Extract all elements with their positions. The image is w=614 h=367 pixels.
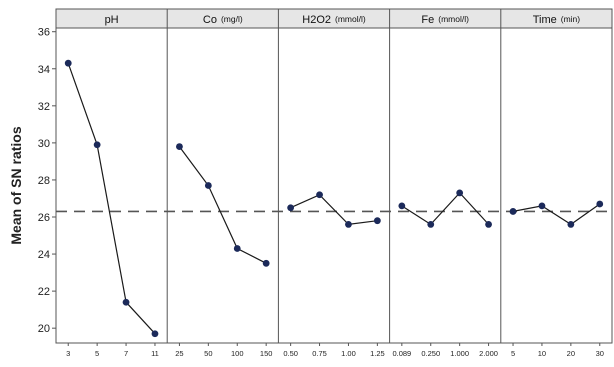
data-point-4-1 (538, 202, 546, 210)
x-tick-label-2-3: 1.25 (370, 349, 385, 358)
y-axis-label: Mean of SN ratios (8, 126, 24, 244)
x-tick-label-1-3: 150 (260, 349, 273, 358)
data-point-0-3 (151, 330, 159, 338)
x-tick-label-3-2: 1.000 (450, 349, 469, 358)
header-bar (56, 9, 612, 28)
y-tick-label-1: 22 (38, 286, 50, 298)
series-line-3 (401, 192, 490, 226)
data-point-3-3 (485, 221, 492, 228)
x-tick-label-2-0: 0.50 (283, 349, 298, 358)
data-point-0-2 (122, 298, 130, 306)
plot-frame (55, 8, 613, 344)
x-tick-label-3-1: 0.250 (421, 349, 440, 358)
data-point-2-1 (316, 191, 323, 199)
panel-title-2: H2O2 (mmol/l) (302, 14, 366, 26)
x-tick-label-0-1: 5 (95, 349, 99, 358)
panel-title-0: pH (105, 14, 119, 26)
series-line-2 (290, 194, 378, 226)
data-point-2-2 (345, 221, 352, 228)
x-tick-label-0-3: 11 (151, 349, 159, 358)
data-point-4-0 (509, 208, 517, 215)
x-tick-label-0-2: 7 (124, 349, 128, 358)
data-point-0-1 (93, 141, 101, 149)
y-tick-label-6: 32 (38, 101, 50, 113)
x-tick-label-1-0: 25 (175, 349, 183, 358)
x-tick-label-2-2: 1.00 (341, 349, 356, 358)
data-point-3-2 (456, 189, 464, 197)
x-tick-label-1-1: 50 (204, 349, 212, 358)
x-tick-label-1-2: 100 (231, 349, 244, 358)
data-point-1-1 (204, 182, 212, 189)
data-point-3-0 (398, 202, 406, 210)
y-tick-label-2: 24 (38, 249, 50, 261)
y-tick-label-7: 34 (38, 64, 50, 76)
data-point-1-2 (233, 245, 241, 252)
x-tick-label-0-0: 3 (66, 349, 70, 358)
series-line-4 (512, 203, 601, 226)
y-tick-label-5: 30 (38, 138, 50, 150)
x-tick-label-4-2: 20 (567, 349, 575, 358)
panel-title-4: Time (min) (533, 14, 581, 26)
x-tick-label-4-3: 30 (596, 349, 604, 358)
x-tick-label-3-3: 2.000 (479, 349, 498, 358)
y-tick-label-8: 36 (38, 27, 50, 39)
data-point-2-0 (287, 204, 295, 212)
data-point-2-3 (373, 217, 381, 225)
series-line-1 (178, 146, 267, 264)
data-point-4-2 (567, 221, 575, 228)
data-point-4-3 (596, 200, 604, 208)
data-point-0-0 (64, 59, 72, 67)
x-tick-label-4-1: 10 (538, 349, 546, 358)
data-point-3-1 (427, 221, 435, 228)
data-point-1-0 (176, 143, 183, 150)
x-tick-label-4-0: 5 (511, 349, 515, 358)
y-tick-label-4: 28 (38, 175, 50, 187)
panel-title-1: Co (mg/l) (203, 14, 243, 26)
data-point-1-3 (262, 259, 270, 267)
y-tick-label-3: 26 (38, 212, 50, 224)
y-tick-label-0: 20 (38, 323, 50, 335)
x-tick-label-3-0: 0.089 (392, 349, 411, 358)
series-line-0 (67, 62, 156, 335)
panel-title-3: Fe (mmol/l) (421, 14, 469, 26)
x-tick-label-2-1: 0.75 (312, 349, 327, 358)
